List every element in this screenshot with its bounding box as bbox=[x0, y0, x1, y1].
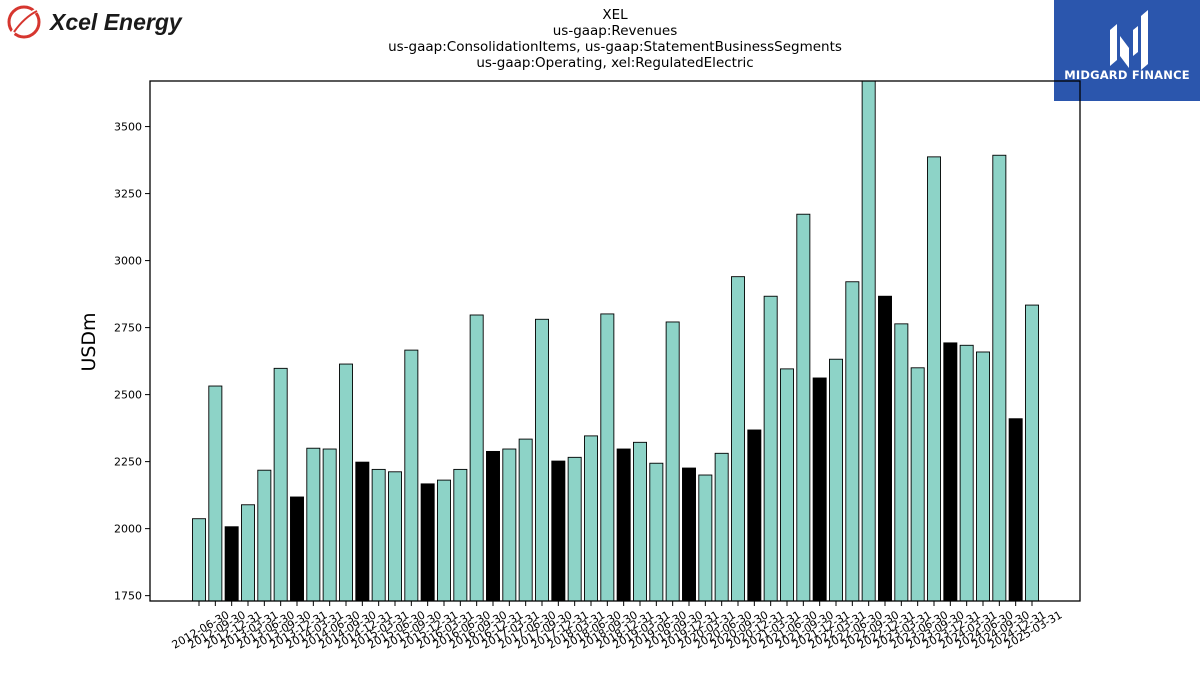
bar bbox=[878, 295, 892, 602]
y-tick-label: 2000 bbox=[114, 523, 142, 536]
bar bbox=[959, 344, 974, 602]
bar bbox=[927, 156, 941, 602]
bar bbox=[535, 318, 549, 602]
bar bbox=[224, 526, 239, 602]
x-axis-ticks: 2012-06-302012-09-302012-12-312013-03-31… bbox=[170, 601, 1065, 652]
bar bbox=[812, 377, 827, 602]
bar bbox=[486, 450, 500, 602]
bar bbox=[633, 441, 647, 602]
chart-title-line: us-gaap:ConsolidationItems, us-gaap:Stat… bbox=[388, 39, 842, 55]
bar bbox=[943, 342, 958, 602]
bar bbox=[339, 363, 353, 602]
brand-swirl-icon bbox=[7, 5, 41, 39]
bar bbox=[600, 313, 615, 602]
svg-text:Xcel Energy: Xcel Energy bbox=[48, 9, 183, 35]
bar bbox=[420, 483, 435, 602]
plot-frame bbox=[149, 80, 1081, 602]
bar bbox=[469, 314, 484, 602]
bar bbox=[355, 461, 370, 602]
bar bbox=[518, 438, 533, 602]
bar bbox=[257, 469, 272, 602]
y-tick-label: 2500 bbox=[114, 389, 142, 402]
y-tick-label: 3500 bbox=[114, 121, 142, 134]
bar bbox=[584, 435, 598, 602]
bar bbox=[698, 474, 713, 602]
bar bbox=[306, 447, 321, 602]
chart-title-line: us-gaap:Revenues bbox=[552, 23, 678, 39]
y-tick-label: 2250 bbox=[114, 456, 142, 469]
bar bbox=[829, 358, 843, 602]
bar bbox=[682, 467, 696, 602]
brand-logo: Xcel Energy bbox=[7, 5, 183, 39]
bar bbox=[273, 367, 288, 602]
bar bbox=[551, 460, 566, 602]
bar bbox=[992, 154, 1007, 602]
partner-name: MIDGARD FINANCE bbox=[1064, 68, 1190, 82]
y-tick-label: 1750 bbox=[114, 590, 142, 603]
bar bbox=[845, 281, 860, 602]
chart-title-line: XEL bbox=[602, 7, 628, 23]
brand-name: Xcel Energy bbox=[48, 9, 183, 35]
y-axis-ticks: 1750 2000 2250 2500 2750 3000 3250 3500 bbox=[114, 121, 150, 603]
bar bbox=[453, 468, 468, 602]
bar bbox=[1025, 304, 1039, 602]
bar bbox=[649, 462, 664, 602]
bar bbox=[388, 471, 402, 602]
bar bbox=[241, 504, 255, 602]
bar bbox=[763, 295, 778, 602]
bar bbox=[731, 276, 745, 602]
bar bbox=[371, 468, 386, 602]
y-tick-label: 3000 bbox=[114, 255, 142, 268]
bar bbox=[404, 349, 419, 602]
partner-mark-icon bbox=[1110, 10, 1148, 70]
bar bbox=[437, 479, 451, 602]
bar bbox=[322, 448, 337, 602]
bars-group bbox=[192, 80, 1039, 602]
bar bbox=[894, 323, 909, 602]
bar bbox=[910, 367, 925, 602]
chart-title-line: us-gaap:Operating, xel:RegulatedElectric bbox=[476, 55, 754, 71]
bar bbox=[747, 429, 762, 602]
partner-logo: MIDGARD FINANCE bbox=[1054, 0, 1200, 101]
y-tick-label: 2750 bbox=[114, 322, 142, 335]
bar bbox=[616, 448, 631, 602]
bar bbox=[567, 456, 582, 602]
bar bbox=[976, 351, 990, 602]
bar bbox=[192, 518, 206, 602]
chart-title: XEL us-gaap:Revenues us-gaap:Consolidati… bbox=[300, 7, 930, 71]
bar bbox=[714, 452, 729, 602]
bar bbox=[796, 213, 811, 602]
bar bbox=[780, 368, 794, 602]
bar bbox=[502, 448, 517, 602]
y-axis-label: USDm bbox=[78, 312, 100, 371]
y-tick-label: 3250 bbox=[114, 188, 142, 201]
bar bbox=[290, 496, 304, 602]
bar bbox=[1008, 418, 1023, 602]
bar bbox=[665, 321, 680, 602]
bar bbox=[208, 385, 223, 602]
bar bbox=[861, 80, 876, 602]
